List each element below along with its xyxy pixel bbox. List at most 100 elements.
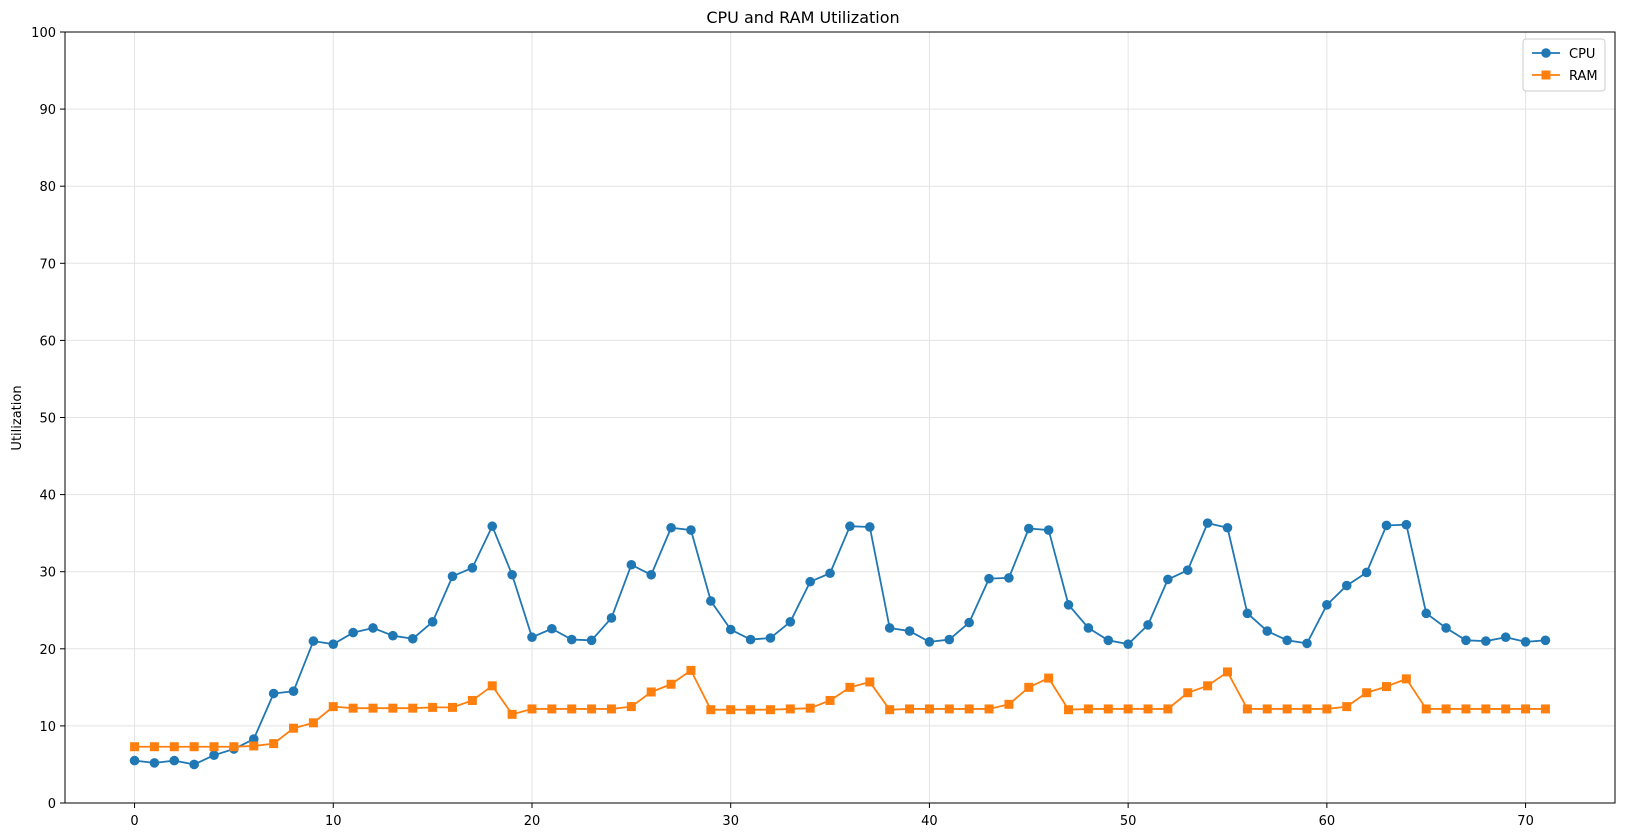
- ram-point: [1461, 704, 1471, 714]
- y-tick-label: 90: [39, 103, 56, 118]
- ram-series: [130, 665, 1550, 752]
- legend-cpu-marker: [1541, 48, 1551, 58]
- cpu-line: [134, 522, 1546, 766]
- cpu-point: [169, 755, 180, 766]
- cpu-point: [904, 626, 915, 636]
- x-tick-label: 0: [130, 814, 138, 829]
- cpu-point: [487, 521, 498, 532]
- cpu-point: [407, 633, 418, 644]
- cpu-point: [964, 617, 974, 628]
- y-tick-label: 20: [39, 643, 56, 658]
- y-tick-label: 80: [39, 180, 56, 195]
- cpu-point: [1401, 519, 1412, 530]
- cpu-point: [666, 522, 676, 533]
- ram-point: [1322, 704, 1332, 714]
- ram-point: [1103, 704, 1113, 714]
- ram-point: [924, 704, 934, 714]
- ram-point: [249, 741, 259, 751]
- ram-point: [1362, 688, 1372, 698]
- ram-point: [428, 702, 438, 712]
- cpu-point: [268, 688, 279, 699]
- ram-point: [785, 704, 795, 714]
- y-tick-label: 60: [39, 334, 56, 349]
- ram-point: [984, 704, 994, 714]
- ram-point: [448, 702, 457, 712]
- x-tick-label: 60: [1319, 814, 1336, 829]
- ram-point: [746, 705, 756, 715]
- ram-point: [1521, 704, 1531, 714]
- cpu-point: [368, 623, 378, 633]
- y-tick-label: 40: [39, 489, 56, 504]
- ram-point: [408, 703, 418, 713]
- ram-point: [507, 709, 517, 719]
- ram-point: [1123, 704, 1133, 714]
- cpu-series: [129, 518, 1551, 770]
- cpu-point: [447, 571, 458, 582]
- ram-point: [1004, 699, 1014, 709]
- cpu-point: [626, 559, 637, 570]
- ram-point: [1242, 704, 1252, 714]
- y-tick-label: 10: [39, 720, 56, 735]
- cpu-point: [1182, 565, 1193, 575]
- ram-point: [1540, 704, 1550, 714]
- y-tick-label: 70: [39, 257, 56, 272]
- cpu-point: [1004, 573, 1014, 583]
- cpu-point: [328, 639, 339, 649]
- cpu-point: [1262, 626, 1273, 636]
- ram-point: [388, 703, 398, 713]
- legend-cpu-label: CPU: [1569, 47, 1595, 62]
- ram-point: [626, 702, 636, 712]
- cpu-point: [248, 734, 259, 744]
- ram-point: [606, 704, 616, 714]
- ram-point: [1143, 704, 1153, 714]
- ram-point: [964, 704, 974, 714]
- cpu-point: [984, 573, 994, 584]
- ram-point: [1262, 704, 1272, 714]
- ram-point: [666, 679, 676, 689]
- ram-point: [1024, 682, 1034, 692]
- ram-point: [229, 742, 239, 752]
- y-tick-label: 100: [31, 26, 56, 41]
- ram-point: [1302, 704, 1312, 714]
- cpu-point: [785, 617, 796, 627]
- legend-ram-label: RAM: [1569, 69, 1598, 84]
- cpu-point: [924, 637, 935, 647]
- cpu-point: [1242, 608, 1253, 619]
- cpu-point: [586, 635, 597, 646]
- cpu-point: [1322, 600, 1332, 610]
- cpu-point: [1500, 632, 1511, 643]
- y-axis-label: Utilization: [10, 385, 25, 450]
- ram-point: [368, 703, 378, 713]
- cpu-point: [129, 755, 140, 766]
- ram-point: [1203, 681, 1213, 691]
- ram-point: [1083, 704, 1093, 714]
- ram-point: [308, 718, 318, 728]
- grid: [65, 31, 1615, 804]
- ram-point: [328, 702, 338, 712]
- cpu-point: [189, 759, 199, 770]
- cpu-point: [388, 630, 398, 641]
- ram-point: [885, 705, 895, 715]
- cpu-point: [1202, 518, 1213, 528]
- cpu-point: [1461, 635, 1471, 646]
- cpu-point: [547, 623, 557, 634]
- ram-point: [1401, 674, 1411, 684]
- cpu-point: [1361, 567, 1372, 578]
- ram-point: [1044, 673, 1054, 683]
- cpu-point: [865, 522, 875, 532]
- cpu-point: [686, 525, 696, 535]
- cpu-point: [467, 563, 478, 573]
- ram-point: [646, 687, 656, 697]
- cpu-point: [1441, 623, 1451, 633]
- ram-point: [1481, 704, 1491, 714]
- ram-point: [189, 742, 199, 752]
- cpu-point: [1123, 639, 1133, 649]
- cpu-point: [646, 569, 657, 580]
- ram-point: [1501, 704, 1511, 714]
- ram-point: [1282, 704, 1292, 714]
- x-tick-label: 50: [1120, 814, 1137, 829]
- ram-point: [567, 704, 577, 714]
- ram-point: [845, 682, 855, 692]
- y-tick-label: 30: [39, 566, 56, 581]
- ram-point: [1441, 704, 1451, 714]
